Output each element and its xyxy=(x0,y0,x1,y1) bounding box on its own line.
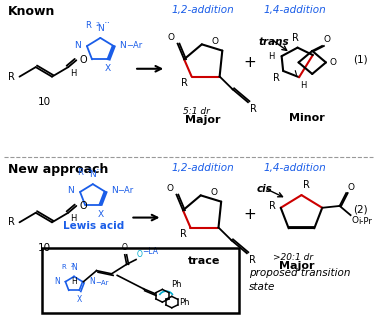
Text: O: O xyxy=(122,243,128,252)
Text: 1,2-addition: 1,2-addition xyxy=(172,5,235,16)
Text: R: R xyxy=(180,229,187,239)
Text: Known: Known xyxy=(8,5,56,18)
Text: 5:1 dr: 5:1 dr xyxy=(183,107,210,116)
Text: 10: 10 xyxy=(38,97,50,107)
Text: O: O xyxy=(330,58,337,67)
Text: H: H xyxy=(70,69,77,78)
Text: cis: cis xyxy=(256,184,272,194)
Text: N: N xyxy=(89,277,95,286)
Text: ··: ·· xyxy=(96,165,103,175)
Text: −Ar: −Ar xyxy=(117,186,134,196)
Text: trans: trans xyxy=(258,37,289,47)
Text: +: + xyxy=(243,207,256,222)
Text: R: R xyxy=(61,264,66,270)
Text: O: O xyxy=(167,184,174,193)
Text: O: O xyxy=(351,216,358,225)
Text: N: N xyxy=(89,170,96,179)
Text: Ph: Ph xyxy=(179,298,190,307)
Text: N: N xyxy=(74,41,81,50)
Text: R: R xyxy=(269,201,276,211)
Text: R: R xyxy=(8,72,15,82)
Text: >20:1 dr: >20:1 dr xyxy=(273,253,313,262)
Text: H: H xyxy=(300,81,306,90)
Text: New approach: New approach xyxy=(8,163,109,176)
Text: trace: trace xyxy=(188,256,220,266)
Text: +: + xyxy=(243,55,256,70)
Text: R: R xyxy=(8,217,15,227)
Text: ··: ·· xyxy=(103,18,111,28)
Text: N: N xyxy=(97,24,104,33)
Text: (1): (1) xyxy=(352,54,367,64)
Text: R: R xyxy=(292,33,299,43)
Text: −LA: −LA xyxy=(143,247,158,256)
Text: N: N xyxy=(67,186,74,196)
Text: i-Pr: i-Pr xyxy=(358,217,372,225)
Text: O: O xyxy=(211,37,218,46)
Text: N: N xyxy=(111,186,117,196)
Text: O: O xyxy=(168,33,175,42)
Text: 1,4-addition: 1,4-addition xyxy=(264,5,327,16)
Text: 1,2-addition: 1,2-addition xyxy=(172,163,235,173)
Text: X: X xyxy=(97,210,103,218)
Text: 2: 2 xyxy=(96,22,99,27)
Text: −Ar: −Ar xyxy=(96,280,109,286)
Text: O: O xyxy=(79,55,87,65)
Text: R: R xyxy=(85,21,91,30)
Text: N: N xyxy=(55,277,60,286)
Text: (2): (2) xyxy=(352,205,367,215)
Text: X: X xyxy=(105,65,111,73)
Text: Lewis acid: Lewis acid xyxy=(63,221,125,231)
Text: Major: Major xyxy=(279,261,315,271)
Text: −Ar: −Ar xyxy=(126,41,142,50)
Text: Major: Major xyxy=(185,115,221,125)
Text: H: H xyxy=(268,52,275,61)
Text: N: N xyxy=(119,41,126,50)
Text: H: H xyxy=(70,214,77,223)
Text: 10: 10 xyxy=(38,243,50,252)
Text: Ph: Ph xyxy=(171,280,182,289)
Text: 2: 2 xyxy=(70,263,74,268)
Text: Minor: Minor xyxy=(290,113,325,123)
Text: O: O xyxy=(79,201,87,211)
Text: O: O xyxy=(347,183,354,192)
Text: R: R xyxy=(250,104,257,114)
Text: O: O xyxy=(137,250,143,259)
Text: 2: 2 xyxy=(88,168,92,173)
Text: R: R xyxy=(273,73,279,82)
Text: N: N xyxy=(71,263,77,272)
Text: proposed transition
state: proposed transition state xyxy=(249,268,350,292)
Text: R: R xyxy=(181,78,188,88)
Text: O: O xyxy=(324,35,331,45)
Text: 1,4-addition: 1,4-addition xyxy=(264,163,327,173)
Text: R: R xyxy=(249,255,255,265)
Text: R: R xyxy=(303,180,310,190)
Text: O: O xyxy=(210,188,217,197)
Text: X: X xyxy=(76,295,81,304)
Text: R: R xyxy=(78,168,83,176)
Text: H: H xyxy=(71,277,77,286)
